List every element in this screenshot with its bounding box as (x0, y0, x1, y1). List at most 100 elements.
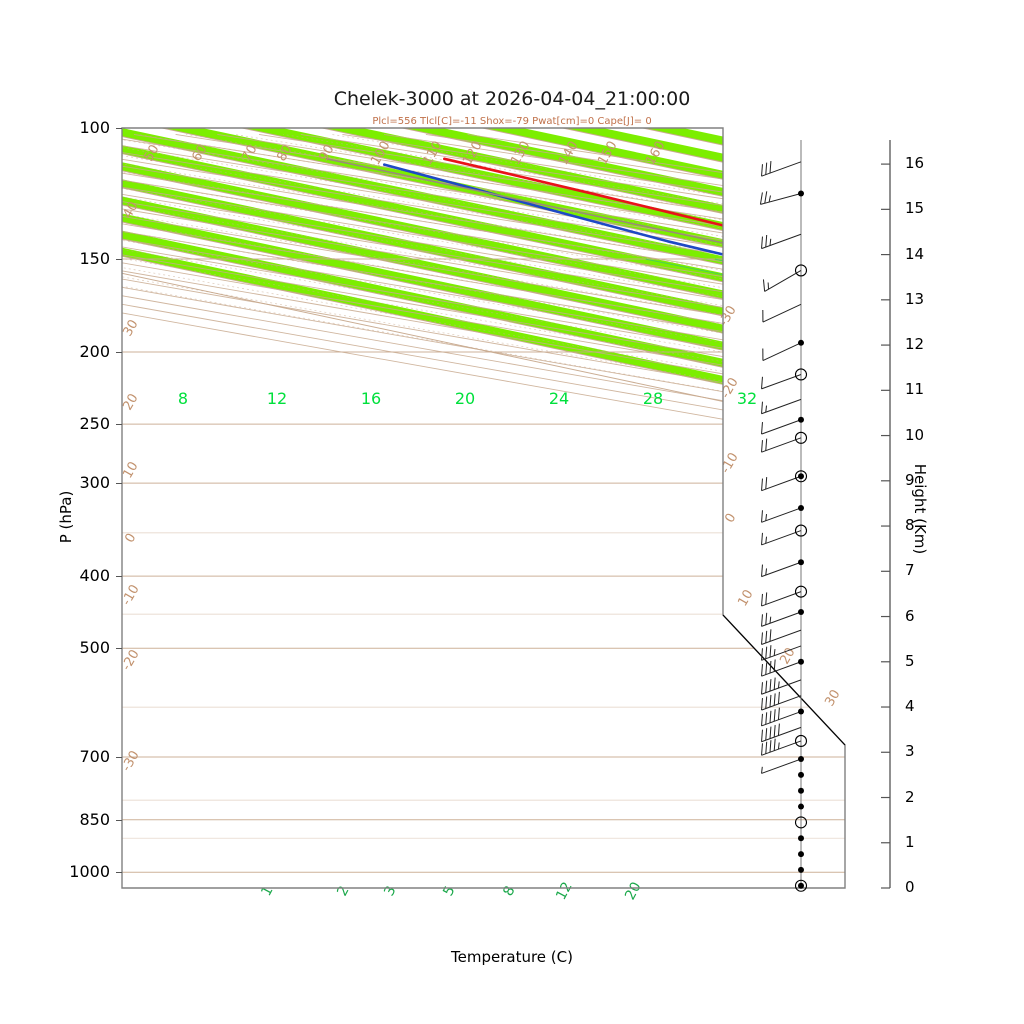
mixing-ratio-label-5: 5 (440, 883, 458, 898)
dry-adiabat-label-16: 16 (361, 389, 381, 408)
pressure-tick-mark (116, 576, 122, 578)
wind-barb (798, 771, 804, 778)
pressure-tick-400: 400 (79, 566, 110, 586)
height-tick-7: 7 (905, 561, 915, 580)
wind-barb (761, 756, 804, 774)
isotherm-left-label--30: -30 (119, 748, 143, 774)
wind-barb (798, 835, 804, 842)
pressure-tick-mark (116, 352, 122, 354)
isotherm-right-label-0: 0 (722, 511, 739, 526)
wind-barb (761, 677, 802, 695)
wind-barb (798, 787, 804, 794)
pressure-tick-mark (116, 819, 122, 821)
height-tick-14: 14 (905, 244, 925, 263)
dry-adiabat-label-32: 32 (737, 389, 757, 408)
height-tick-15: 15 (905, 199, 925, 218)
mixing-ratio-label-20: 20 (622, 879, 644, 902)
wind-barb (761, 559, 804, 578)
wind-barb (761, 734, 808, 756)
dry-adiabat-label-20: 20 (455, 389, 475, 408)
moist-layer-shading (122, 128, 845, 888)
wind-barb (761, 368, 808, 390)
wind-barb (798, 803, 804, 810)
wind-barb (761, 645, 802, 661)
wind-barb (761, 398, 802, 415)
wind-barb (762, 303, 802, 323)
height-tick-12: 12 (905, 335, 925, 354)
page-title: Chelek-3000 at 2026-04-04_21:00:00 (333, 88, 691, 110)
wind-barb (762, 339, 804, 362)
height-tick-10: 10 (905, 425, 925, 444)
theta-label-80: 80 (274, 142, 295, 164)
height-tick-16: 16 (905, 154, 925, 173)
pressure-tick-250: 250 (79, 414, 110, 434)
height-tick-6: 6 (905, 606, 915, 625)
isobar-lines (122, 128, 845, 873)
pressure-tick-mark (116, 756, 122, 758)
height-tick-13: 13 (905, 289, 925, 308)
height-tick-8: 8 (905, 516, 915, 535)
wind-barb (761, 629, 802, 645)
x-axis-label: Temperature (C) (451, 948, 573, 966)
wind-barb (798, 866, 804, 873)
isotherm-left-label-20: 20 (120, 391, 141, 413)
wind-barb (762, 264, 808, 292)
height-tick-11: 11 (905, 380, 925, 399)
wind-barb (761, 585, 808, 607)
wind-barb (761, 609, 804, 627)
wind-barb (794, 879, 808, 892)
wind-barb (761, 723, 802, 743)
isotherm-right-label-20: 20 (777, 645, 798, 667)
isotherm-left-label--20: -20 (119, 647, 143, 673)
wind-barb (759, 190, 804, 205)
theta-label-90: 90 (316, 142, 337, 164)
wind-barb (761, 658, 804, 677)
wind-barb (761, 416, 804, 435)
parcel-stats-subtitle: Plcl=556 Tlcl[C]=-11 Shox=-79 Pwat[cm]=0… (372, 116, 652, 127)
pressure-tick-200: 200 (79, 342, 110, 362)
wind-barb (794, 816, 808, 829)
wind-barb (798, 851, 804, 858)
isotherm-right-label--10: -10 (718, 450, 742, 476)
mixing-ratio-label-2: 2 (334, 883, 352, 898)
mixing-ratio-label-3: 3 (381, 883, 399, 898)
height-tick-1: 1 (905, 832, 915, 851)
plot-frame (121, 127, 846, 889)
isotherm-right-label-10: 10 (735, 587, 756, 609)
pressure-tick-mark (116, 872, 122, 874)
height-tick-9: 9 (905, 470, 915, 489)
wind-barb-layer (759, 140, 808, 892)
isotherm-left-label-40: 40 (120, 199, 141, 221)
height-tick-3: 3 (905, 742, 915, 761)
pressure-tick-mark (116, 259, 122, 261)
pressure-tick-100: 100 (79, 118, 110, 137)
pressure-tick-mark (116, 648, 122, 650)
height-tick-2: 2 (905, 787, 915, 806)
dry-adiabat-label-8: 8 (178, 389, 188, 408)
profile-dewpoint (383, 163, 845, 740)
height-axis (881, 140, 891, 889)
pressure-tick-mark (116, 483, 122, 485)
wind-barb (761, 504, 804, 523)
height-tick-0: 0 (905, 878, 915, 896)
isotherm-left-label-30: 30 (120, 317, 141, 339)
isotherm-left-label--10: -10 (119, 582, 143, 608)
pressure-tick-150: 150 (79, 249, 110, 269)
wind-barb (761, 524, 808, 546)
theta-label-60: 60 (189, 142, 210, 164)
isotherm-left-label-10: 10 (120, 459, 141, 481)
pressure-tick-mark (116, 128, 122, 129)
wind-barb (761, 707, 804, 727)
dry-adiabat-label-12: 12 (267, 389, 287, 408)
pressure-tick-500: 500 (79, 638, 110, 658)
wind-barb (761, 233, 802, 250)
wind-barb (761, 431, 808, 453)
theta-label-50: 50 (141, 142, 162, 164)
height-tick-5: 5 (905, 651, 915, 670)
wind-barb (761, 691, 802, 711)
pressure-tick-850: 850 (79, 809, 110, 829)
isotherm-right-label-30: 30 (822, 687, 843, 709)
mixing-ratio-label-8: 8 (500, 883, 518, 898)
